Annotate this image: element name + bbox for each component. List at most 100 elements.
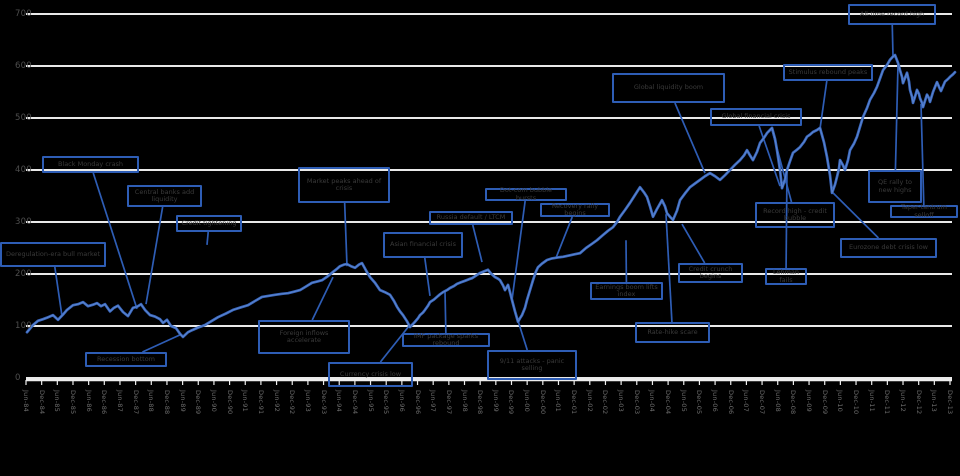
leader-line xyxy=(894,64,899,171)
x-axis-label: Dec-06 xyxy=(726,390,735,415)
leader-line xyxy=(53,266,63,317)
annotation-box: Black Monday crash xyxy=(42,156,139,173)
y-axis-label: 200 xyxy=(15,268,32,279)
x-axis-label: Jun-86 xyxy=(84,390,93,412)
x-axis-label: Jun-06 xyxy=(711,390,720,412)
annotation-box: Market peaks ahead of crisis xyxy=(298,167,390,203)
x-axis-label: Jun-09 xyxy=(805,390,814,412)
x-axis-label: Dec-91 xyxy=(256,390,265,415)
x-axis-label: Dec-86 xyxy=(100,390,109,415)
leader-line xyxy=(142,334,181,353)
y-axis-label: 500 xyxy=(15,112,32,123)
x-axis-label: Jun-98 xyxy=(460,390,469,412)
leader-line xyxy=(311,276,334,321)
x-axis-label: Jun-90 xyxy=(209,390,218,412)
x-axis-label: Dec-12 xyxy=(914,390,923,415)
x-axis-label: Dec-10 xyxy=(852,390,861,415)
x-axis-label: Jun-93 xyxy=(303,390,312,412)
x-axis-label: Dec-09 xyxy=(820,390,829,415)
x-axis-label: Dec-11 xyxy=(883,390,892,415)
leader-line xyxy=(92,172,138,310)
leader-line xyxy=(819,80,828,130)
x-axis-label: Dec-96 xyxy=(413,390,422,415)
x-axis-label: Jun-95 xyxy=(366,390,375,412)
leader-line xyxy=(831,191,880,239)
x-axis-label: Dec-03 xyxy=(632,390,641,415)
x-axis-label: Dec-90 xyxy=(225,390,234,415)
x-axis-label: Jun-11 xyxy=(867,390,876,412)
annotation-box: Currency crisis low xyxy=(328,362,413,387)
annotation-box: Record high - credit bubble xyxy=(755,202,835,228)
leader-line xyxy=(145,206,164,305)
x-axis-label: Jun-08 xyxy=(773,390,782,412)
x-axis-label: Dec-87 xyxy=(131,390,140,415)
x-axis-label: Jun-97 xyxy=(429,390,438,412)
leader-line xyxy=(681,223,706,264)
x-axis-label: Jun-10 xyxy=(836,390,845,412)
x-axis-label: Jun-02 xyxy=(585,390,594,412)
annotation-box: Russia default / LTCM xyxy=(429,211,513,225)
x-axis-label: Dec-04 xyxy=(664,390,673,415)
x-axis-label: Jun-96 xyxy=(397,390,406,412)
annotation-box: Deregulation-era bull market xyxy=(0,242,106,267)
x-axis-label: Jun-00 xyxy=(523,390,532,412)
x-axis-label: Jun-92 xyxy=(272,390,281,412)
x-axis-label: Dec-94 xyxy=(350,390,359,415)
y-axis-label: 600 xyxy=(15,60,32,71)
x-axis-label: Dec-92 xyxy=(288,390,297,415)
annotation-box: Stimulus rebound peaks xyxy=(783,64,873,81)
x-axis-label: Jun-07 xyxy=(742,390,751,412)
x-axis-label: Jun-13 xyxy=(930,390,939,412)
annotation-box: All-time record high xyxy=(848,4,936,25)
leader-line xyxy=(555,216,574,259)
x-axis-label: Dec-07 xyxy=(758,390,767,415)
x-axis-label: Dec-99 xyxy=(507,390,516,415)
x-axis-label: Dec-97 xyxy=(444,390,453,415)
leader-line xyxy=(343,202,348,267)
leader-line xyxy=(379,325,410,363)
leader-line xyxy=(444,291,447,334)
x-axis-label: Dec-02 xyxy=(601,390,610,415)
leader-line xyxy=(517,320,529,351)
x-axis-label: Jun-05 xyxy=(679,390,688,412)
x-axis-label: Jun-89 xyxy=(178,390,187,412)
x-axis-label: Jun-91 xyxy=(241,390,250,412)
annotation-box: IMF package sparks rebound xyxy=(402,332,490,347)
x-axis-label: Jun-87 xyxy=(115,390,124,412)
annotation-box: Global financial crisis xyxy=(710,108,802,126)
x-axis-label: Jun-12 xyxy=(899,390,908,412)
x-axis-label: Dec-93 xyxy=(319,390,328,415)
series-line-highlight xyxy=(26,54,956,338)
leader-line xyxy=(920,103,925,206)
x-axis-label: Dec-13 xyxy=(946,390,954,415)
x-axis-label: Jun-85 xyxy=(53,390,62,412)
leader-line xyxy=(891,24,894,57)
x-axis-label: Jun-99 xyxy=(491,390,500,412)
x-axis-label: Dec-95 xyxy=(382,390,391,415)
x-axis-label: Dec-85 xyxy=(68,390,77,415)
x-axis-label: Dec-00 xyxy=(538,390,547,415)
x-axis-label: Jun-84 xyxy=(22,390,30,412)
annotation-box: Credit tightening xyxy=(176,215,242,232)
y-axis-label: 0 xyxy=(15,372,21,383)
annotation-box: Asian financial crisis xyxy=(383,232,463,258)
annotation-box: Earnings boom lifts index xyxy=(590,282,663,300)
x-axis-label: Dec-05 xyxy=(695,390,704,415)
annotation-box: Recession bottom xyxy=(85,352,167,367)
annotation-box: 9/11 attacks - panic selling xyxy=(487,350,577,380)
annotation-box: Eurozone debt crisis low xyxy=(840,238,937,258)
annotation-box: Global liquidity boom xyxy=(612,73,725,103)
x-axis-label: Dec-01 xyxy=(570,390,579,415)
annotation-box: Credit crunch begins xyxy=(678,263,743,283)
leader-line xyxy=(674,102,706,174)
leader-line xyxy=(665,214,673,323)
x-axis-label: Dec-88 xyxy=(162,390,171,415)
x-axis-label: Dec-98 xyxy=(476,390,485,415)
annotation-box: Dot-com bubble bursts xyxy=(485,187,567,201)
y-axis-label: 100 xyxy=(15,320,32,331)
leader-line xyxy=(471,224,483,263)
x-axis-label: Dec-84 xyxy=(37,390,46,415)
y-axis-label: 300 xyxy=(15,216,32,227)
